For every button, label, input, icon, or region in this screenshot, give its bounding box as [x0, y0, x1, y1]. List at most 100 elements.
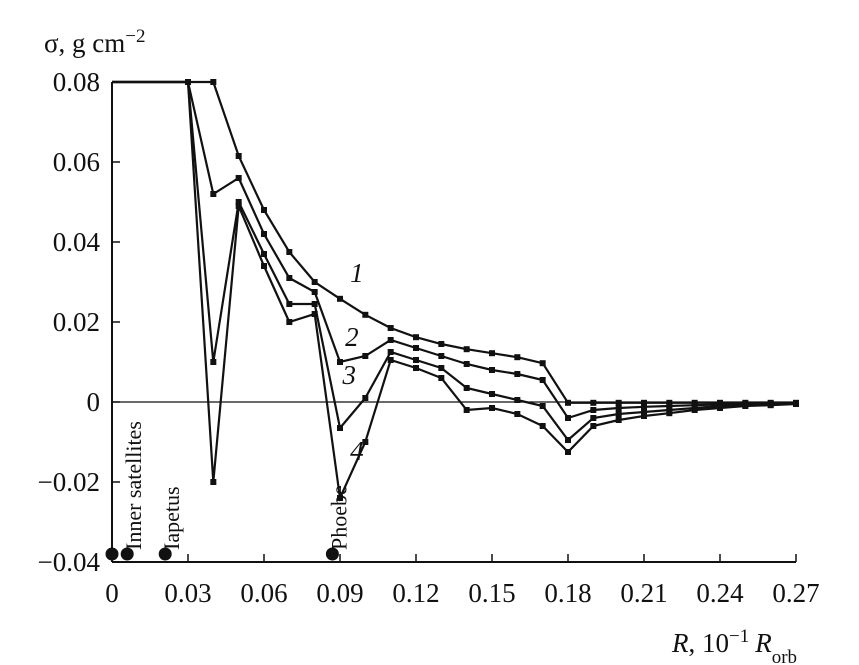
series-point-2	[362, 353, 369, 359]
series-point-4	[666, 410, 673, 417]
series-point-4	[691, 407, 698, 413]
x-tick-label: 0.21	[620, 578, 667, 608]
series-point-2	[666, 403, 673, 409]
satellite-dot	[158, 547, 172, 561]
x-tick-label: 0.18	[544, 578, 591, 608]
series-point-1	[286, 249, 293, 255]
series-point-4	[337, 495, 343, 501]
x-tick-label: 0.15	[468, 578, 515, 608]
series-point-2	[539, 377, 546, 383]
series-point-4	[286, 319, 293, 325]
series-point-1	[210, 79, 217, 85]
series-point-1	[539, 360, 546, 367]
series-point-2	[590, 407, 597, 413]
series-point-2	[387, 337, 394, 343]
series-4: 4	[112, 79, 799, 502]
series-3: 3	[112, 79, 799, 443]
series-point-1	[641, 399, 647, 406]
series-layer: 1 2 3 4	[112, 79, 799, 502]
series-point-4	[717, 405, 723, 411]
series-point-4	[539, 423, 546, 429]
x-tick-label: 0.09	[316, 578, 363, 608]
series-point-2	[463, 361, 470, 367]
series-point-1	[235, 153, 242, 159]
y-tick-label: 0.02	[53, 307, 100, 337]
y-tick-label: −0.02	[38, 467, 100, 497]
series-line-3	[112, 80, 797, 442]
series-point-3	[261, 251, 267, 257]
satellite-dot	[105, 547, 119, 561]
series-point-3	[489, 391, 495, 397]
x-tick-label: 0.12	[392, 578, 439, 608]
series-point-1	[413, 334, 419, 341]
series-point-2	[615, 405, 622, 411]
series-point-1	[438, 341, 445, 347]
series-point-1	[666, 399, 673, 406]
series-point-4	[489, 405, 495, 411]
series-point-4	[210, 479, 217, 485]
series-label-2: 2	[345, 322, 359, 352]
series-point-4	[590, 423, 597, 429]
series-point-1	[337, 295, 343, 302]
series-point-1	[514, 354, 521, 361]
series-label-4: 4	[350, 436, 364, 466]
x-tick-label: 0.27	[772, 578, 819, 608]
series-point-3	[641, 409, 647, 415]
series-point-3	[337, 425, 343, 431]
series-point-4	[463, 407, 470, 413]
series-point-2	[235, 175, 242, 181]
series-point-2	[565, 415, 571, 421]
series-point-1	[590, 399, 597, 406]
series-point-4	[793, 401, 799, 407]
series-point-3	[362, 395, 369, 401]
series-point-1	[463, 346, 470, 353]
series-point-3	[413, 357, 419, 363]
series-line-2	[112, 80, 797, 420]
series-point-1	[261, 207, 267, 213]
series-point-2	[210, 191, 217, 197]
y-tick-label: 0	[87, 387, 101, 417]
series-point-4	[641, 413, 647, 419]
series-point-3	[210, 359, 217, 365]
y-axis-title: σ, g cm−2	[44, 26, 146, 59]
satellite-layer: Inner satellites Iapetus Phoebe	[105, 421, 351, 561]
series-point-2	[311, 289, 318, 295]
series-point-2	[261, 231, 267, 237]
series-point-2	[514, 371, 521, 377]
series-point-3	[286, 301, 293, 307]
series-point-4	[514, 411, 521, 417]
series-point-1	[387, 325, 394, 331]
series-point-4	[742, 403, 749, 409]
series-point-3	[311, 301, 318, 307]
series-point-4	[261, 263, 267, 269]
series-point-2	[413, 345, 419, 351]
x-tick-label: 0.03	[164, 578, 211, 608]
series-point-3	[438, 365, 445, 371]
series-point-1	[565, 399, 571, 406]
series-point-4	[413, 365, 419, 371]
series-point-1	[615, 399, 622, 406]
series-point-4	[615, 417, 622, 423]
series-point-4	[362, 439, 369, 445]
series-point-2	[286, 275, 293, 281]
series-point-3	[666, 407, 673, 413]
y-tick-label: −0.04	[38, 547, 101, 577]
series-point-3	[387, 349, 394, 355]
series-point-4	[235, 203, 242, 209]
series-point-3	[565, 437, 571, 443]
axes	[111, 82, 796, 563]
series-point-3	[615, 411, 622, 417]
y-tick-label: 0.06	[53, 147, 100, 177]
y-tick-label: 0.08	[53, 67, 100, 97]
series-point-3	[463, 385, 470, 391]
y-ticks: 0.08 0.06 0.04 0.02 0 −0.02 −0.04	[38, 67, 120, 577]
x-ticks: 0 0.03 0.06 0.09 0.12 0.15 0.18 0.21 0.24 0.27	[105, 554, 820, 608]
x-axis-title: R, 10−1 Rorb	[671, 626, 797, 665]
series-point-2	[489, 367, 495, 373]
satellite-label: Phoebe	[326, 485, 351, 550]
series-point-2	[438, 353, 445, 359]
satellite-label: Inner satellites	[121, 421, 146, 550]
satellite-label: Iapetus	[159, 486, 184, 550]
series-point-2	[337, 359, 343, 365]
